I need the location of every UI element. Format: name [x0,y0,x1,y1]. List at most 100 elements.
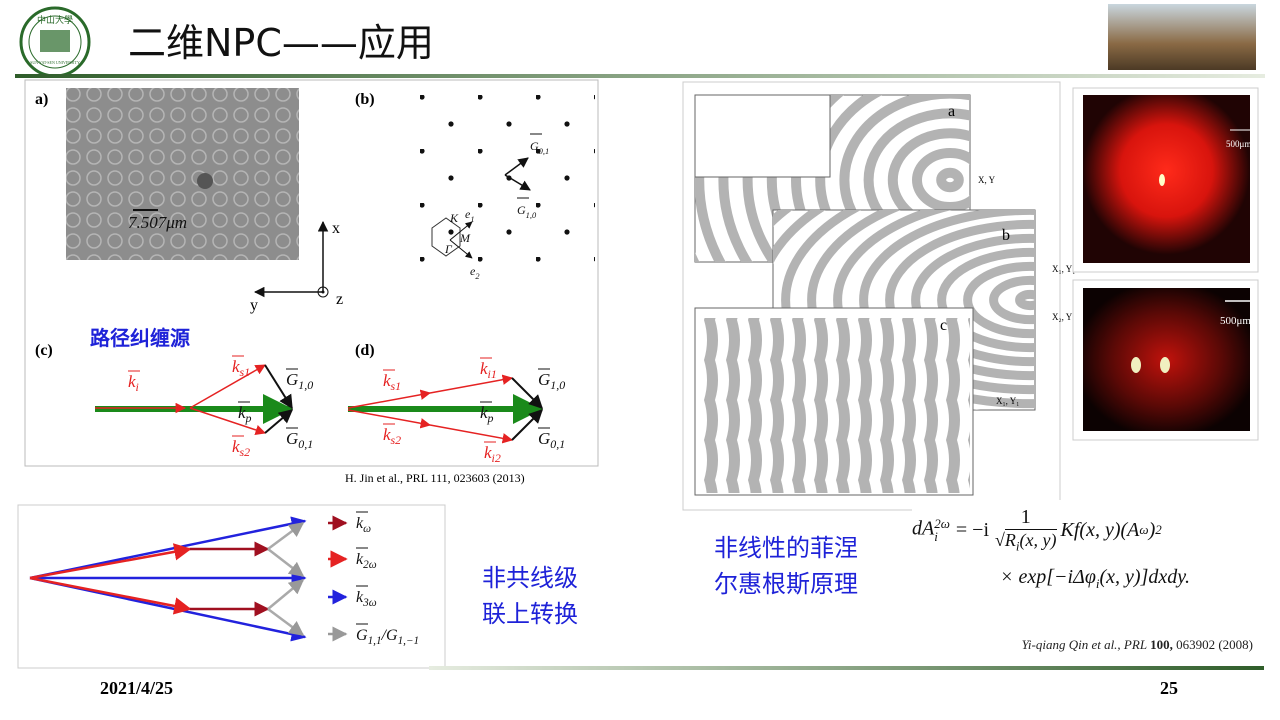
g-arrow [267,521,305,551]
label-sub: i [136,380,139,394]
fringe [791,95,845,262]
signal-arrow [189,407,266,435]
panel-label: (b) [355,91,375,108]
pattern-label: a [948,103,955,120]
label-base: k [480,403,488,422]
signal-arrow [189,364,266,409]
photo [1083,95,1250,263]
label-base: G [530,139,539,153]
eq-part: (x, y)]dxdy. [1099,566,1191,588]
label-sub: 2 [475,272,479,281]
eq-sup: 2 [1155,522,1162,537]
brillouin-zone [431,217,461,257]
label-base: k [356,515,364,532]
coord-label: X₁, Y₁ [1052,264,1075,274]
sem-image [66,88,299,260]
label-base: k [480,359,488,378]
eq-denominator: √Ri(x, y) [995,528,1057,554]
fringe [833,210,1035,409]
vector-label: M [459,231,471,245]
fringe [912,148,970,212]
fringe [742,95,783,262]
eq-part: (x, y) [1019,529,1057,550]
label-sep: / [381,627,388,644]
label-base: k [383,371,391,390]
label-base: K [449,211,459,225]
eq-part: = −i [955,518,990,541]
label-base: k [484,443,492,462]
label-base: e [465,207,471,221]
label-sub: 2ω [363,559,377,571]
vector-label: k2ω [356,551,377,571]
caption-left: 非共线级 联上转换 [482,560,578,632]
fringe [859,210,1035,395]
coord-label: X₂, Y [1052,312,1073,322]
fringe [989,275,1035,325]
logo-text: 中山大學 [37,14,73,25]
scale-label: 500μm [1226,139,1251,149]
header-rule [15,74,1265,78]
footer-date: 2021/4/25 [100,678,173,698]
caption-line: 尔惠根斯原理 [714,570,858,598]
caption-mid: 非线性的菲涅 尔惠根斯原理 [714,530,858,602]
citation-part: 100, [1150,637,1173,652]
footer-rule [429,666,1264,670]
pattern-a-inset [694,94,831,178]
vector-label: ki [128,372,139,394]
vector-label: G0,1 [286,429,313,451]
g-arrow [267,579,305,610]
fringe [695,95,728,262]
spot [1159,174,1165,186]
equation: dA 2ω i = −i 1 √Ri(x, y) Kf(x, y)(A ω) 2 × e… [912,500,1257,606]
label-sub: p [245,411,252,425]
eq-sub: i [1095,576,1100,591]
vector-label: ki1 [480,359,497,381]
vector-label: G1,0 [286,370,313,392]
fringe [815,95,883,262]
label-base: e [470,264,476,278]
citation2: Yi-qiang Qin et al., PRL 100, 063902 (20… [1022,637,1253,653]
panel-label: (c) [35,342,53,359]
label-base: Γ [444,242,453,256]
g-arrow [267,548,305,577]
eq-sup: 2ω [934,516,950,531]
label-sub: 3ω [362,597,377,609]
vector-label: kp [480,403,494,425]
eq-part: R [1004,529,1016,550]
k2w-arrow [29,543,192,580]
eq-sub: i [1015,538,1020,554]
citation-part: 063902 (2008) [1172,637,1253,652]
vector-label: ks1 [383,371,401,393]
fringe [911,233,1035,367]
label-base: k [238,403,246,422]
label-base: G [538,429,550,448]
vector-label: ks2 [232,437,250,459]
label-sub: i1 [488,367,497,381]
fringe [1015,289,1035,311]
label-sub: s2 [391,433,402,447]
fringe [766,95,813,262]
g-arrow [264,409,294,434]
label-base: G [538,370,550,389]
label-base: M [459,231,471,245]
vector [449,221,473,241]
label-sub: p [487,411,494,425]
scale-label: 500μm [1220,315,1251,327]
label-base: k [356,589,364,606]
logo-subtext: SUN YAT-SEN UNIVERSITY [30,60,80,65]
fringe [718,95,755,262]
idler-arrow [429,424,514,444]
spot [1160,357,1170,373]
vector-label: ks2 [383,425,401,447]
label-sub: ω [363,523,371,535]
label-sub: 1,0 [298,378,313,392]
fringes-c [698,318,970,493]
g-arrow [267,607,305,637]
axis-label: z [336,291,343,308]
g-arrow [511,377,543,409]
label-base: G [356,627,368,644]
label-sub: 1,0 [526,211,537,220]
eq-part: dA [912,517,935,540]
